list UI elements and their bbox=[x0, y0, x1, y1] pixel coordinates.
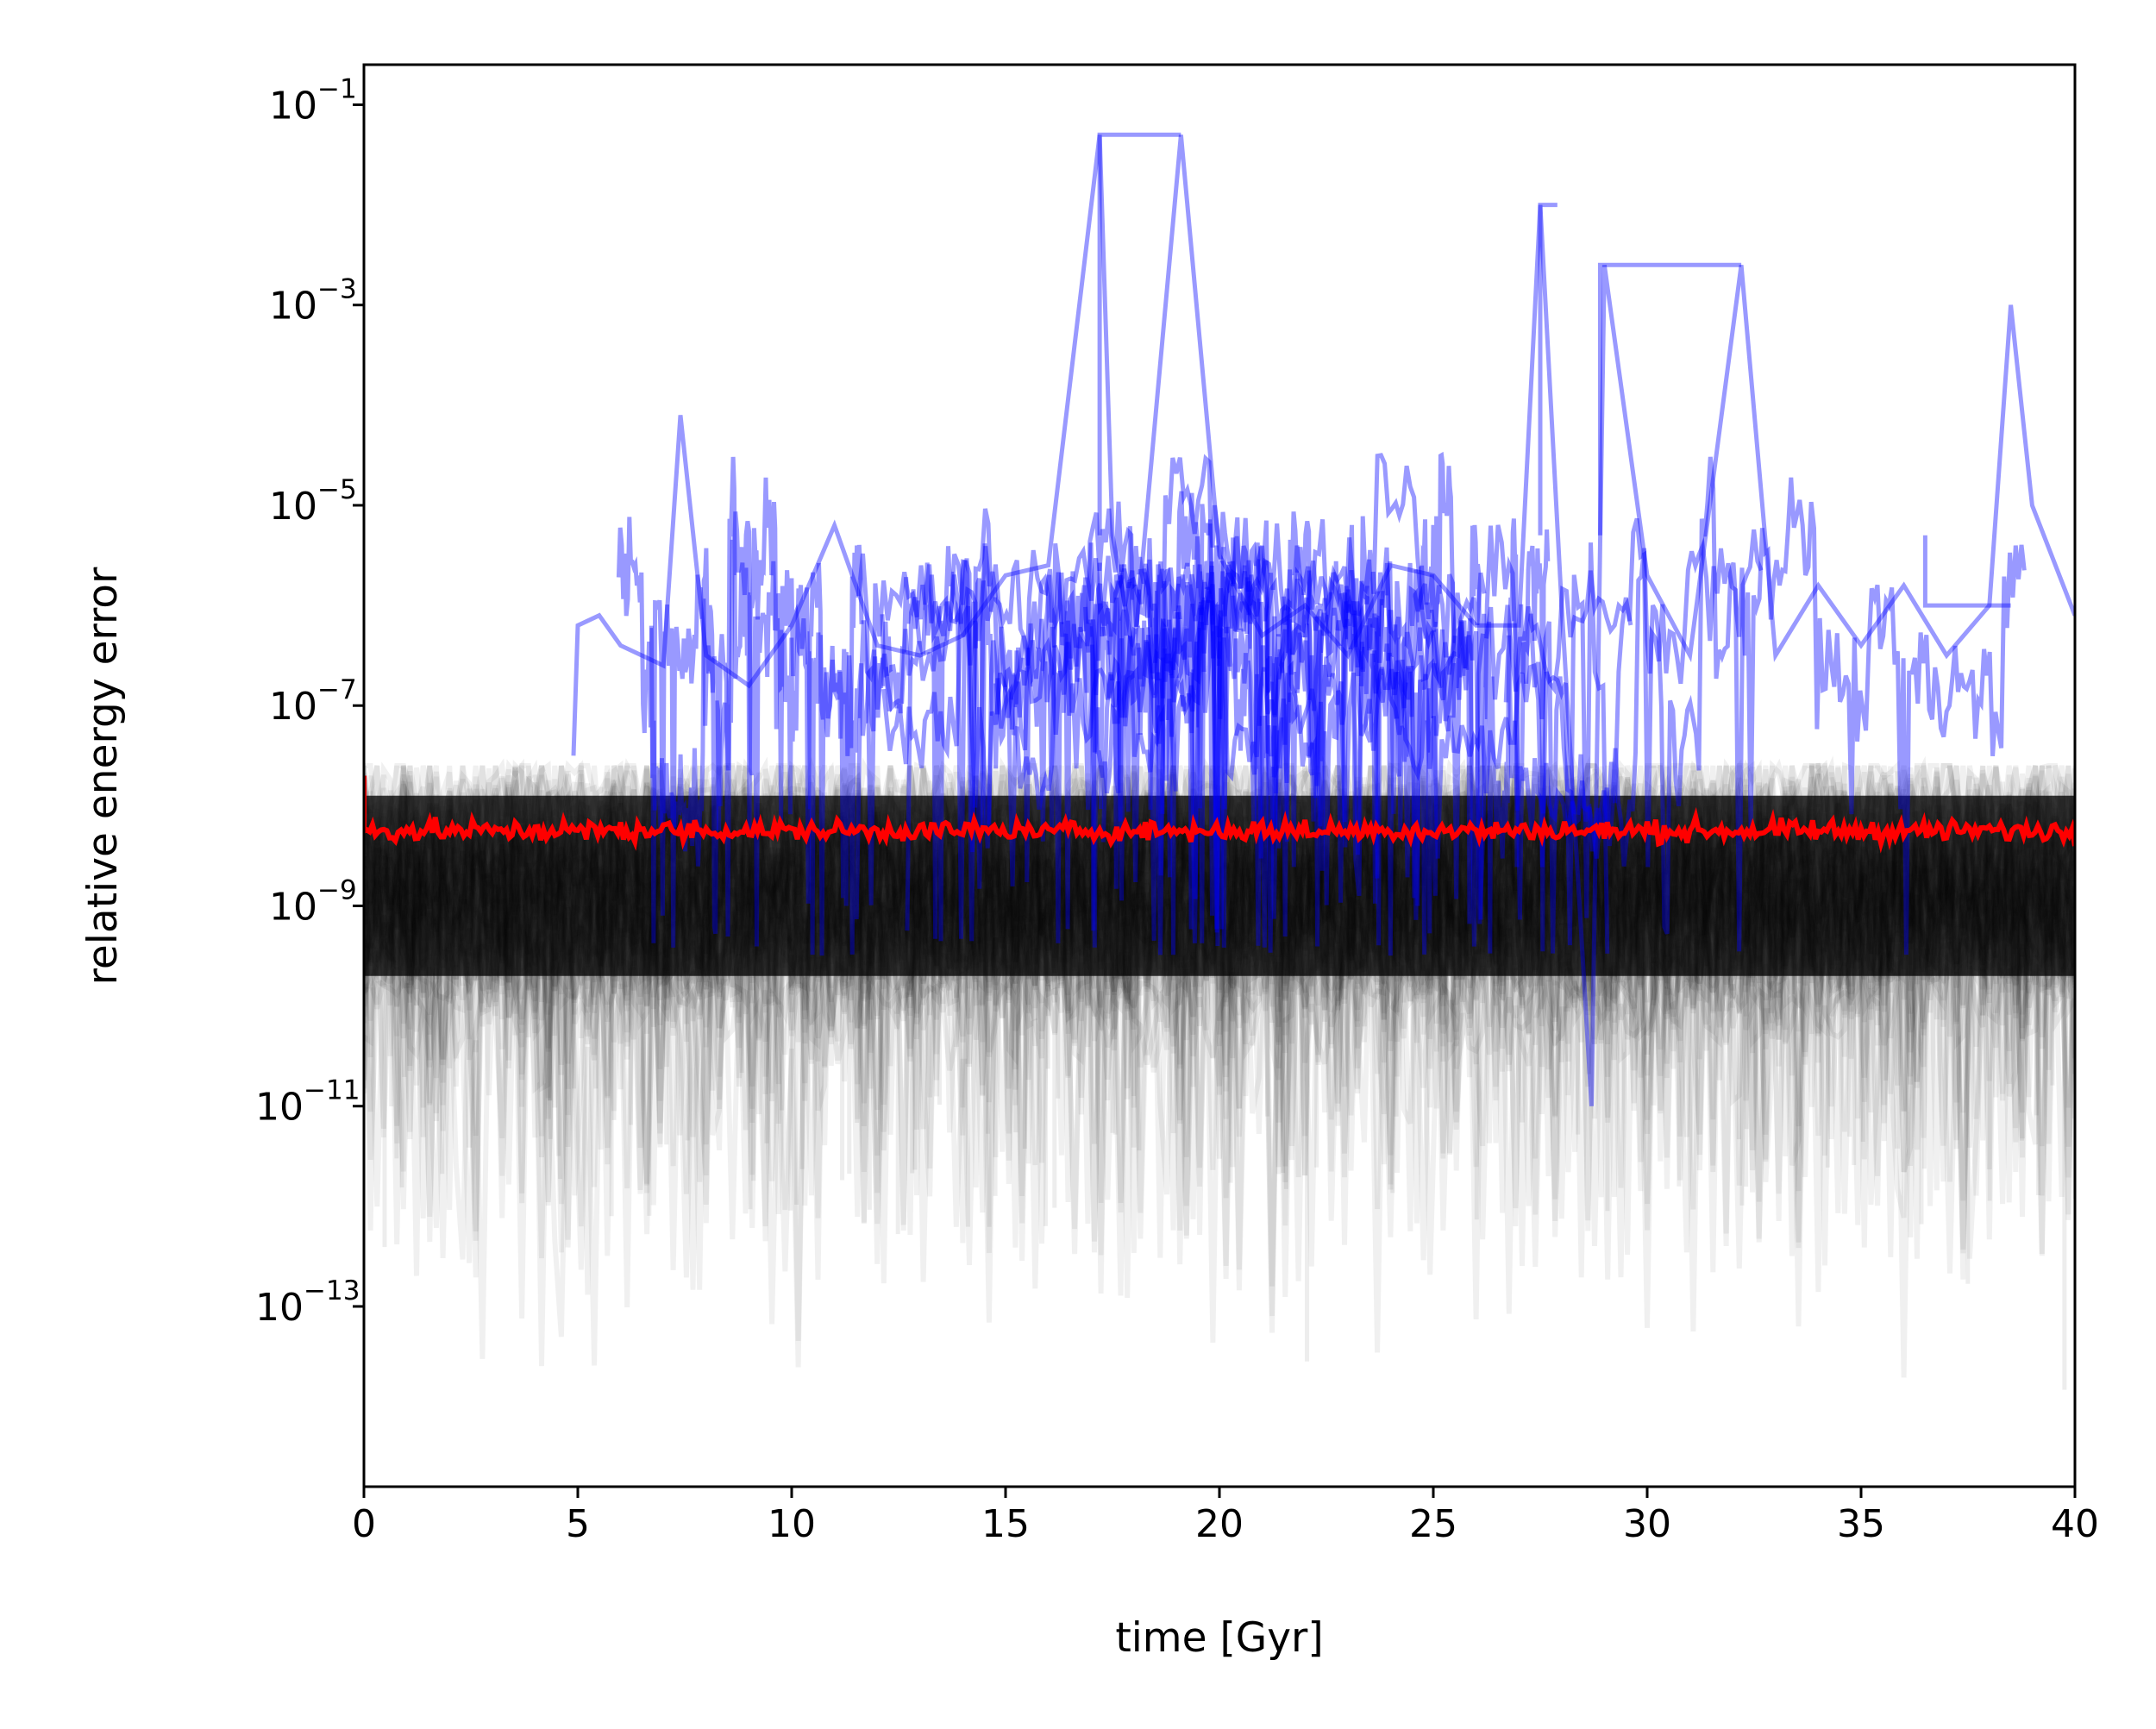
outlier-trace bbox=[616, 511, 893, 956]
x-tick-label: 20 bbox=[1195, 1502, 1244, 1546]
x-tick-label: 10 bbox=[768, 1502, 816, 1546]
x-axis-ticks: 0 5 10 15 20 25 30 35 40 bbox=[352, 1487, 2099, 1546]
y-tick-exponent: −5 bbox=[317, 474, 357, 505]
outlier-plateau bbox=[1597, 262, 1742, 536]
plot-area bbox=[364, 132, 2075, 1390]
outlier-trace bbox=[881, 501, 1457, 946]
y-axis-label: relative energy error bbox=[79, 567, 127, 985]
y-tick-exponent: −7 bbox=[317, 674, 357, 705]
x-tick-label: 0 bbox=[352, 1502, 376, 1546]
x-tick-label: 30 bbox=[1623, 1502, 1671, 1546]
y-tick-base: 10 bbox=[255, 1086, 304, 1130]
x-tick-label: 40 bbox=[2051, 1502, 2099, 1546]
outlier-trace bbox=[905, 523, 1633, 955]
y-tick-base: 10 bbox=[255, 1286, 304, 1330]
outlier-plateau bbox=[1922, 535, 2011, 608]
y-tick-exponent: −11 bbox=[304, 1075, 360, 1106]
x-axis-label: time [Gyr] bbox=[1115, 1614, 1323, 1662]
median-series bbox=[364, 775, 2075, 854]
outlier-trace bbox=[880, 542, 1214, 948]
outlier-trace bbox=[1503, 456, 2027, 955]
ensemble-series bbox=[364, 755, 2075, 1390]
median-line bbox=[364, 775, 2075, 854]
outlier-plateau bbox=[1538, 203, 1557, 536]
outlier-trace bbox=[1089, 523, 1323, 955]
outlier-trace bbox=[854, 542, 1487, 948]
x-tick-label: 35 bbox=[1837, 1502, 1885, 1546]
outlier-plateau bbox=[1097, 132, 1181, 536]
y-tick-base: 10 bbox=[269, 885, 317, 929]
y-tick-exponent: −1 bbox=[317, 73, 357, 104]
x-tick-label: 5 bbox=[566, 1502, 590, 1546]
y-tick-base: 10 bbox=[269, 285, 317, 329]
y-tick-exponent: −3 bbox=[317, 274, 357, 305]
outlier-trace bbox=[856, 517, 1610, 954]
x-tick-label: 15 bbox=[981, 1502, 1030, 1546]
outlier-trace bbox=[1360, 451, 1551, 954]
y-tick-base: 10 bbox=[269, 84, 317, 128]
y-tick-exponent: −13 bbox=[304, 1275, 360, 1306]
outlier-trace bbox=[1100, 453, 1764, 954]
y-tick-exponent: −9 bbox=[317, 874, 357, 905]
x-tick-label: 25 bbox=[1409, 1502, 1457, 1546]
outlier-trace bbox=[1083, 526, 1438, 947]
outlier-key-trace bbox=[571, 135, 2075, 1106]
ensemble-trace bbox=[364, 844, 2075, 1328]
outlier-trace bbox=[1159, 511, 1470, 956]
outlier-trace bbox=[987, 491, 1364, 930]
y-tick-base: 10 bbox=[269, 685, 317, 729]
y-tick-base: 10 bbox=[269, 485, 317, 529]
ensemble-trace bbox=[364, 859, 2075, 1359]
outlier-series bbox=[571, 132, 2075, 1106]
